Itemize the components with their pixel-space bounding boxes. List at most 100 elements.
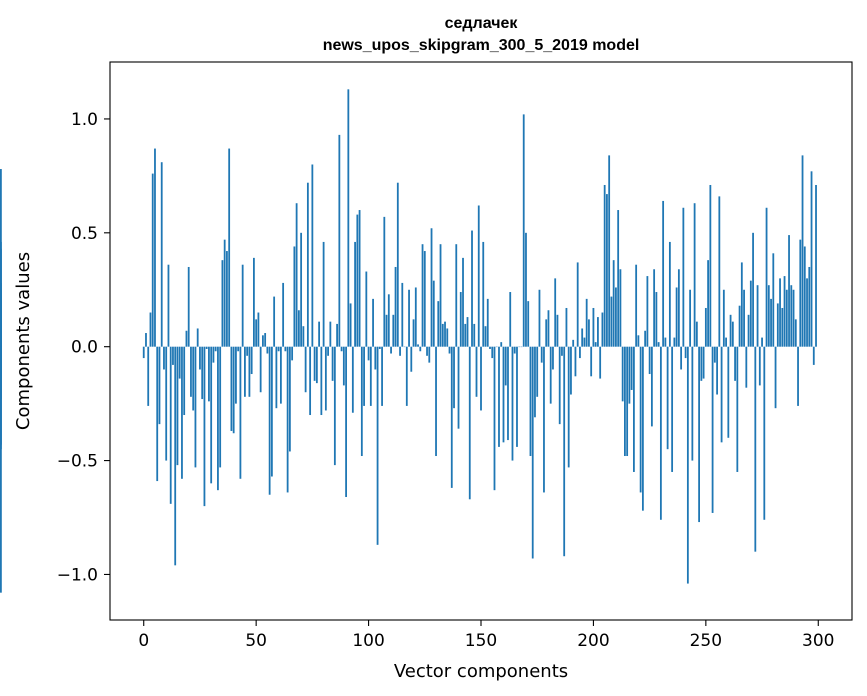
bar-292 <box>799 239 802 347</box>
bar-66 <box>291 346 294 361</box>
bar-257 <box>720 346 723 443</box>
bar-242 <box>686 346 689 584</box>
bar-145 <box>468 346 471 500</box>
bar-127 <box>428 346 431 363</box>
bar-150 <box>480 346 482 411</box>
bar-16 <box>178 346 181 379</box>
y-tick-label: −1.0 <box>57 565 98 585</box>
bar-19 <box>185 330 188 347</box>
bar-236 <box>673 337 676 347</box>
bar-166 <box>516 346 518 447</box>
bar-274 <box>758 346 761 386</box>
bar-223 <box>644 330 647 347</box>
bar-98 <box>363 346 365 406</box>
bar-158 <box>498 346 500 447</box>
bar-64 <box>286 346 289 493</box>
bar-188 <box>565 307 568 347</box>
bar-22 <box>192 346 195 411</box>
bar-25 <box>199 346 201 370</box>
bar-17 <box>181 346 183 479</box>
bar-108 <box>385 314 388 347</box>
bar-171 <box>527 301 530 347</box>
bar-26 <box>201 346 204 400</box>
bar-74 <box>309 346 312 416</box>
bar-45 <box>244 346 246 397</box>
plot-frame <box>109 61 853 621</box>
bar-61 <box>279 346 282 404</box>
bar-57 <box>270 346 273 477</box>
y-tick-label: −0.5 <box>57 452 98 472</box>
bar-164 <box>511 346 514 461</box>
bar-226 <box>650 346 653 427</box>
bar-40 <box>232 346 235 434</box>
bar-136 <box>448 346 451 354</box>
bar-271 <box>752 232 754 347</box>
bar-109 <box>387 294 390 347</box>
bar-63 <box>284 346 287 352</box>
bar-194 <box>579 346 581 359</box>
bar-258 <box>722 289 725 347</box>
x-tick-label: 200 <box>577 631 609 651</box>
bar-27 <box>203 346 206 507</box>
bar-249 <box>702 346 705 379</box>
bar-41 <box>235 346 237 404</box>
bar-13 <box>172 346 174 365</box>
bar-296 <box>808 266 811 347</box>
bar-82 <box>327 346 329 356</box>
bar-133 <box>441 323 444 347</box>
bar-121 <box>414 287 417 347</box>
bar-184 <box>556 314 559 347</box>
y-tick-label: 0.5 <box>71 224 98 244</box>
bar-1 <box>145 333 147 347</box>
bar-77 <box>315 346 318 384</box>
bar-177 <box>540 346 543 363</box>
bar-222 <box>641 346 644 511</box>
bar-228 <box>655 292 658 347</box>
bar-143 <box>464 323 467 347</box>
chart-title: седлачек <box>445 15 519 32</box>
bar-15 <box>176 346 179 466</box>
chart-subtitle: news_upos_skipgram_300_5_2019 model <box>323 37 640 54</box>
bar-102 <box>372 298 374 347</box>
bar-207 <box>608 155 611 347</box>
bar-181 <box>549 346 552 404</box>
bar-95 <box>356 214 359 347</box>
bar-286 <box>785 289 788 347</box>
bar-227 <box>653 269 656 347</box>
bar-126 <box>426 346 428 356</box>
bar-261 <box>729 314 732 347</box>
bar-247 <box>698 346 700 523</box>
bar-268 <box>745 346 748 388</box>
bar-111 <box>392 314 395 347</box>
bar-84 <box>331 346 334 381</box>
x-axis-ticks: 0 50 100 150 200 250 300 <box>138 620 834 651</box>
bar-12 <box>169 346 172 504</box>
bar-49 <box>253 257 255 347</box>
bar-180 <box>547 310 550 347</box>
bar-199 <box>590 346 593 377</box>
bar-290 <box>794 319 797 347</box>
bar-75 <box>311 164 314 347</box>
bar-30 <box>210 346 213 484</box>
bar-204 <box>601 312 604 347</box>
bar-178 <box>543 346 545 493</box>
bar-38 <box>228 148 231 347</box>
bar-278 <box>767 285 770 347</box>
bar-267 <box>743 289 745 347</box>
bar-206 <box>606 194 608 347</box>
bar-119 <box>410 346 413 372</box>
bar-153 <box>486 298 489 347</box>
bar-294 <box>803 246 806 347</box>
bar-279 <box>770 298 772 347</box>
bar-176 <box>538 289 541 347</box>
bar-211 <box>617 210 620 347</box>
bar-229 <box>657 342 660 347</box>
bar-70 <box>300 232 303 347</box>
bar-276 <box>763 346 766 520</box>
bar-238 <box>677 269 680 347</box>
bar-149 <box>477 205 480 347</box>
bar-138 <box>453 346 455 409</box>
bar-43 <box>239 346 242 479</box>
bar-266 <box>740 262 743 347</box>
bar-298 <box>812 346 815 365</box>
